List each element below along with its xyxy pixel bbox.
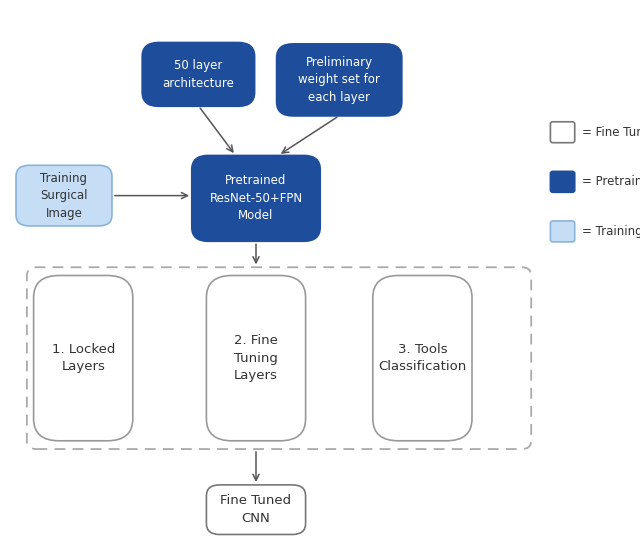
FancyBboxPatch shape [192, 155, 320, 241]
Text: 1. Locked
Layers: 1. Locked Layers [51, 343, 115, 374]
FancyBboxPatch shape [372, 276, 472, 441]
Text: 2. Fine
Tuning
Layers: 2. Fine Tuning Layers [234, 334, 278, 382]
FancyBboxPatch shape [16, 165, 112, 226]
Text: 50 layer
architecture: 50 layer architecture [163, 59, 234, 90]
Text: Pretrained
ResNet-50+FPN
Model: Pretrained ResNet-50+FPN Model [209, 174, 303, 223]
FancyBboxPatch shape [206, 276, 306, 441]
Text: = Fine Tuning: = Fine Tuning [582, 126, 640, 139]
FancyBboxPatch shape [143, 43, 254, 106]
Text: Preliminary
weight set for
each layer: Preliminary weight set for each layer [298, 56, 380, 104]
FancyBboxPatch shape [34, 276, 133, 441]
Text: = Training Data: = Training Data [582, 225, 640, 238]
FancyBboxPatch shape [277, 44, 402, 116]
Text: Training
Surgical
Image: Training Surgical Image [40, 171, 88, 220]
Text: Fine Tuned
CNN: Fine Tuned CNN [220, 494, 292, 525]
FancyBboxPatch shape [550, 171, 575, 192]
Text: = Pretrained Model: = Pretrained Model [582, 175, 640, 188]
FancyBboxPatch shape [550, 221, 575, 242]
Text: 3. Tools
Classification: 3. Tools Classification [378, 343, 467, 374]
FancyBboxPatch shape [206, 485, 306, 534]
FancyBboxPatch shape [550, 122, 575, 143]
